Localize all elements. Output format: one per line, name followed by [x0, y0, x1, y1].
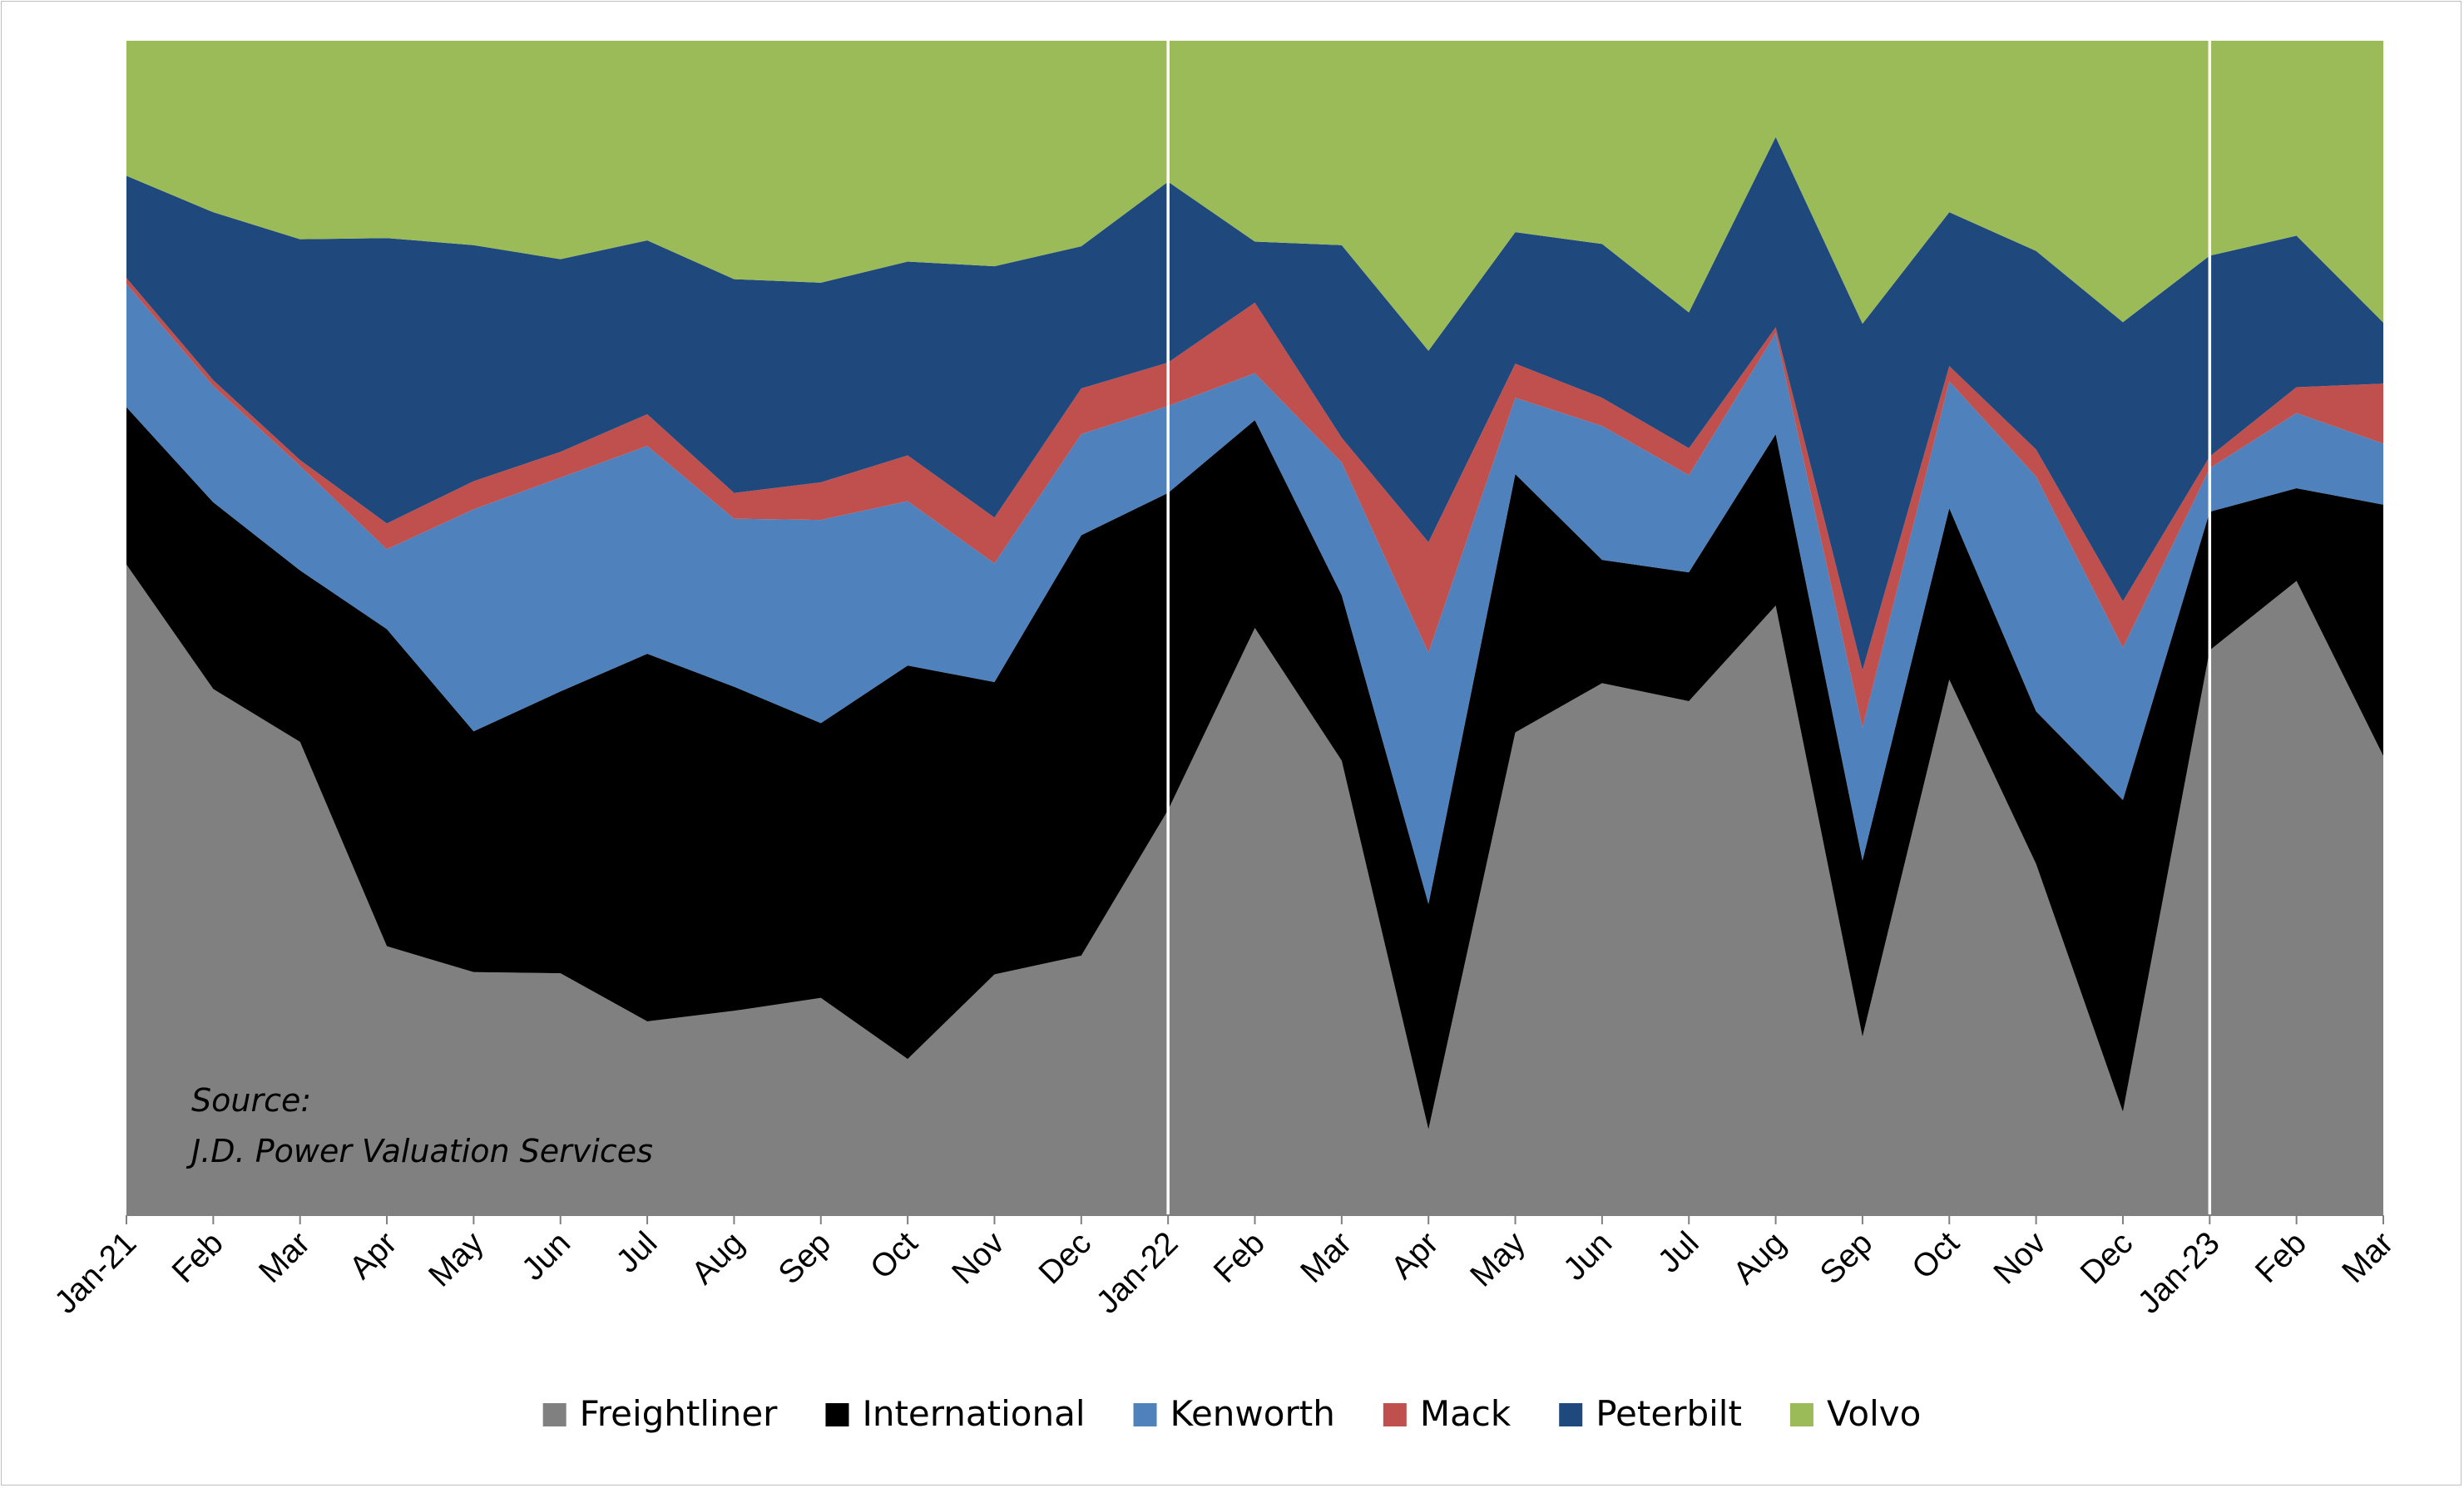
- source-annotation: Source: J.D. Power Valuation Services: [186, 1082, 653, 1169]
- x-tick-label: Mar: [2335, 1225, 2400, 1290]
- x-tick-label: Sep: [772, 1225, 838, 1291]
- area-kenworth: [126, 284, 2383, 904]
- legend-item-kenworth: Kenworth: [1133, 1393, 1335, 1434]
- x-tick-label: Oct: [863, 1225, 924, 1286]
- source-text: J.D. Power Valuation Services: [186, 1133, 653, 1169]
- x-tick-label: Apr: [1384, 1225, 1445, 1286]
- x-tick-label: Aug: [1726, 1225, 1792, 1291]
- x-tick-label: Aug: [685, 1225, 750, 1291]
- legend-label: Peterbilt: [1596, 1393, 1742, 1434]
- x-tick-label: Jun: [1556, 1225, 1619, 1288]
- legend-label: Mack: [1420, 1393, 1512, 1434]
- x-tick-label: Jan-23: [2131, 1225, 2227, 1321]
- x-tick-label: Nov: [945, 1225, 1012, 1292]
- series-areas: [126, 41, 2383, 1215]
- legend-label: Kenworth: [1170, 1393, 1335, 1434]
- legend-label: Freightliner: [580, 1393, 779, 1434]
- x-tick-label: Jan-21: [48, 1225, 144, 1321]
- x-tick-labels: Jan-21 Feb Mar Apr May Jun Jul Aug Sep Oct Nov DecJ…: [48, 1225, 2401, 1321]
- area-mack: [126, 278, 2383, 729]
- x-tick-label: Jun: [515, 1225, 577, 1288]
- x-tick-label: Apr: [343, 1225, 403, 1286]
- legend-swatch: [1133, 1403, 1157, 1426]
- legend-item-international: International: [825, 1393, 1086, 1434]
- legend-item-volvo: Volvo: [1789, 1393, 1921, 1434]
- x-tick-label: Dec: [1032, 1225, 1098, 1291]
- legend: Freightliner International Kenworth Mack Pet…: [542, 1393, 1921, 1434]
- area-freightliner: [126, 564, 2383, 1215]
- legend-swatch: [542, 1403, 567, 1426]
- x-tick-label: Mar: [1294, 1225, 1358, 1290]
- x-tick-label: May: [1463, 1225, 1532, 1294]
- x-tick-label: Feb: [1207, 1225, 1272, 1290]
- legend-item-freightliner: Freightliner: [542, 1393, 779, 1434]
- legend-item-peterbilt: Peterbilt: [1559, 1393, 1742, 1434]
- legend-swatch: [1383, 1403, 1407, 1426]
- x-axis: [126, 1214, 2384, 1224]
- x-tick-label: Dec: [2074, 1225, 2140, 1291]
- x-tick-label: Jul: [610, 1225, 665, 1280]
- legend-swatch: [1789, 1403, 1813, 1426]
- legend-label: Volvo: [1827, 1393, 1921, 1434]
- x-tick-label: Feb: [2249, 1225, 2313, 1290]
- x-tick-label: Jul: [1651, 1225, 1706, 1280]
- legend-label: International: [862, 1393, 1085, 1434]
- legend-swatch: [825, 1403, 849, 1426]
- area-volvo: [126, 41, 2383, 351]
- legend-item-mack: Mack: [1383, 1393, 1512, 1434]
- x-tick-label: Jan-22: [1090, 1225, 1185, 1321]
- x-tick-label: Nov: [1987, 1225, 2054, 1292]
- x-tick-label: Sep: [1813, 1225, 1879, 1291]
- source-label: Source:: [191, 1082, 311, 1119]
- year-separators: [1166, 41, 2212, 1215]
- x-tick-label: Mar: [252, 1225, 317, 1290]
- x-tick-label: Oct: [1905, 1225, 1966, 1286]
- x-tick-label: May: [422, 1225, 491, 1294]
- area-peterbilt: [126, 136, 2383, 670]
- legend-swatch: [1559, 1403, 1583, 1426]
- x-tick-label: Feb: [166, 1225, 230, 1290]
- area-international: [126, 407, 2383, 1130]
